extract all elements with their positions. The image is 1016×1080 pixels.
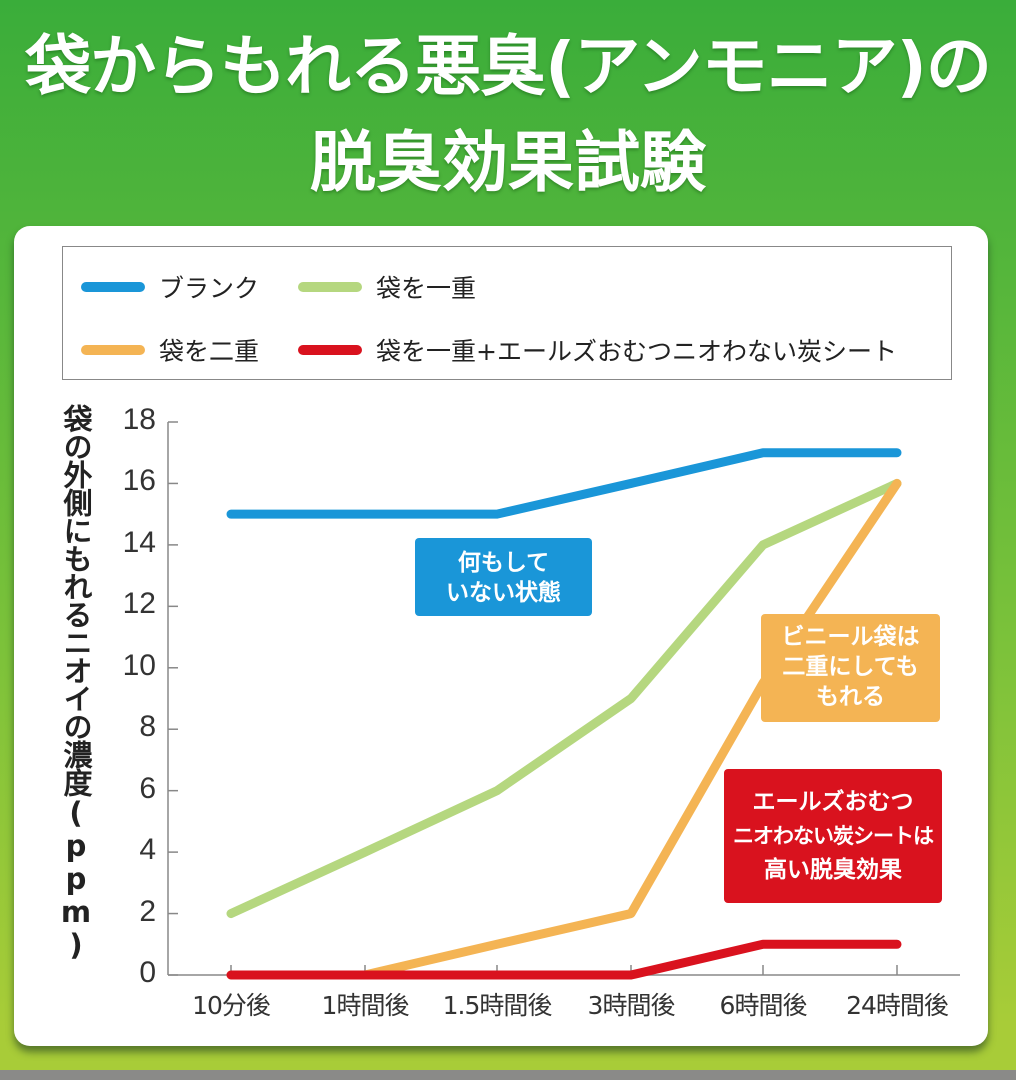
annotation-charcoal-sheet: エールズおむつ ニオわない炭シートは 高い脱臭効果 bbox=[724, 769, 942, 903]
series-line bbox=[226, 939, 902, 980]
title-line-2: 脱臭効果試験 bbox=[310, 124, 706, 201]
y-tick-label: 0 bbox=[139, 956, 156, 989]
annotation-text: いない状態 bbox=[446, 580, 561, 606]
series-line bbox=[226, 448, 902, 519]
y-tick-label: 14 bbox=[122, 525, 156, 559]
x-tick-label: 1時間後 bbox=[321, 991, 410, 1020]
legend-item-double-bag: 袋を二重 bbox=[81, 332, 259, 368]
y-tick-label: 18 bbox=[122, 403, 156, 436]
y-tick-label: 4 bbox=[139, 833, 156, 867]
x-tick-label: 1.5時間後 bbox=[442, 991, 553, 1020]
bottom-strip bbox=[0, 1070, 1016, 1080]
y-tick-label: 10 bbox=[122, 648, 156, 682]
title-line-1: 袋からもれる悪臭(アンモニア)の bbox=[25, 28, 992, 105]
series-line bbox=[226, 478, 902, 919]
legend-swatch-green bbox=[298, 282, 362, 292]
annotation-blank: 何もして いない状態 bbox=[415, 538, 592, 616]
annotation-text: もれる bbox=[816, 684, 885, 710]
legend: ブランク 袋を一重 袋を二重 袋を一重+エールズおむつニオわない炭シート bbox=[62, 246, 952, 380]
y-tick-label: 6 bbox=[139, 771, 156, 805]
x-tick-label: 24時間後 bbox=[846, 991, 949, 1020]
annotation-text: ニオわない炭シートは bbox=[733, 824, 934, 848]
annotation-text: 何もして bbox=[457, 550, 550, 576]
legend-swatch-red bbox=[298, 345, 362, 355]
y-tick-label: 16 bbox=[122, 464, 156, 498]
legend-item-single-bag: 袋を一重 bbox=[298, 269, 476, 305]
annotation-text: エールズおむつ bbox=[752, 789, 914, 815]
legend-label: 袋を二重 bbox=[159, 337, 260, 366]
y-tick-label: 2 bbox=[139, 894, 156, 928]
legend-swatch-orange bbox=[81, 345, 145, 355]
legend-label: ブランク bbox=[159, 274, 260, 303]
legend-label: 袋を一重 bbox=[376, 274, 477, 303]
legend-item-blank: ブランク bbox=[81, 269, 259, 305]
legend-item-charcoal-sheet: 袋を一重+エールズおむつニオわない炭シート bbox=[298, 332, 897, 368]
annotation-text: ビニール袋は bbox=[781, 624, 920, 650]
y-tick-label: 8 bbox=[139, 710, 156, 744]
x-tick-label: 10分後 bbox=[192, 991, 271, 1020]
annotation-double-bag: ビニール袋は 二重にしても もれる bbox=[761, 614, 940, 722]
x-tick-label: 6時間後 bbox=[719, 991, 808, 1020]
y-tick-label: 12 bbox=[122, 587, 156, 621]
annotation-text: 二重にしても bbox=[782, 654, 919, 680]
y-axis-label: 袋の外側にもれるニオイの濃度(ppm) bbox=[59, 404, 93, 961]
legend-label: 袋を一重+エールズおむつニオわない炭シート bbox=[376, 337, 897, 366]
legend-swatch-blue bbox=[81, 282, 145, 292]
annotation-text: 高い脱臭効果 bbox=[764, 857, 902, 883]
x-tick-label: 3時間後 bbox=[587, 991, 676, 1020]
